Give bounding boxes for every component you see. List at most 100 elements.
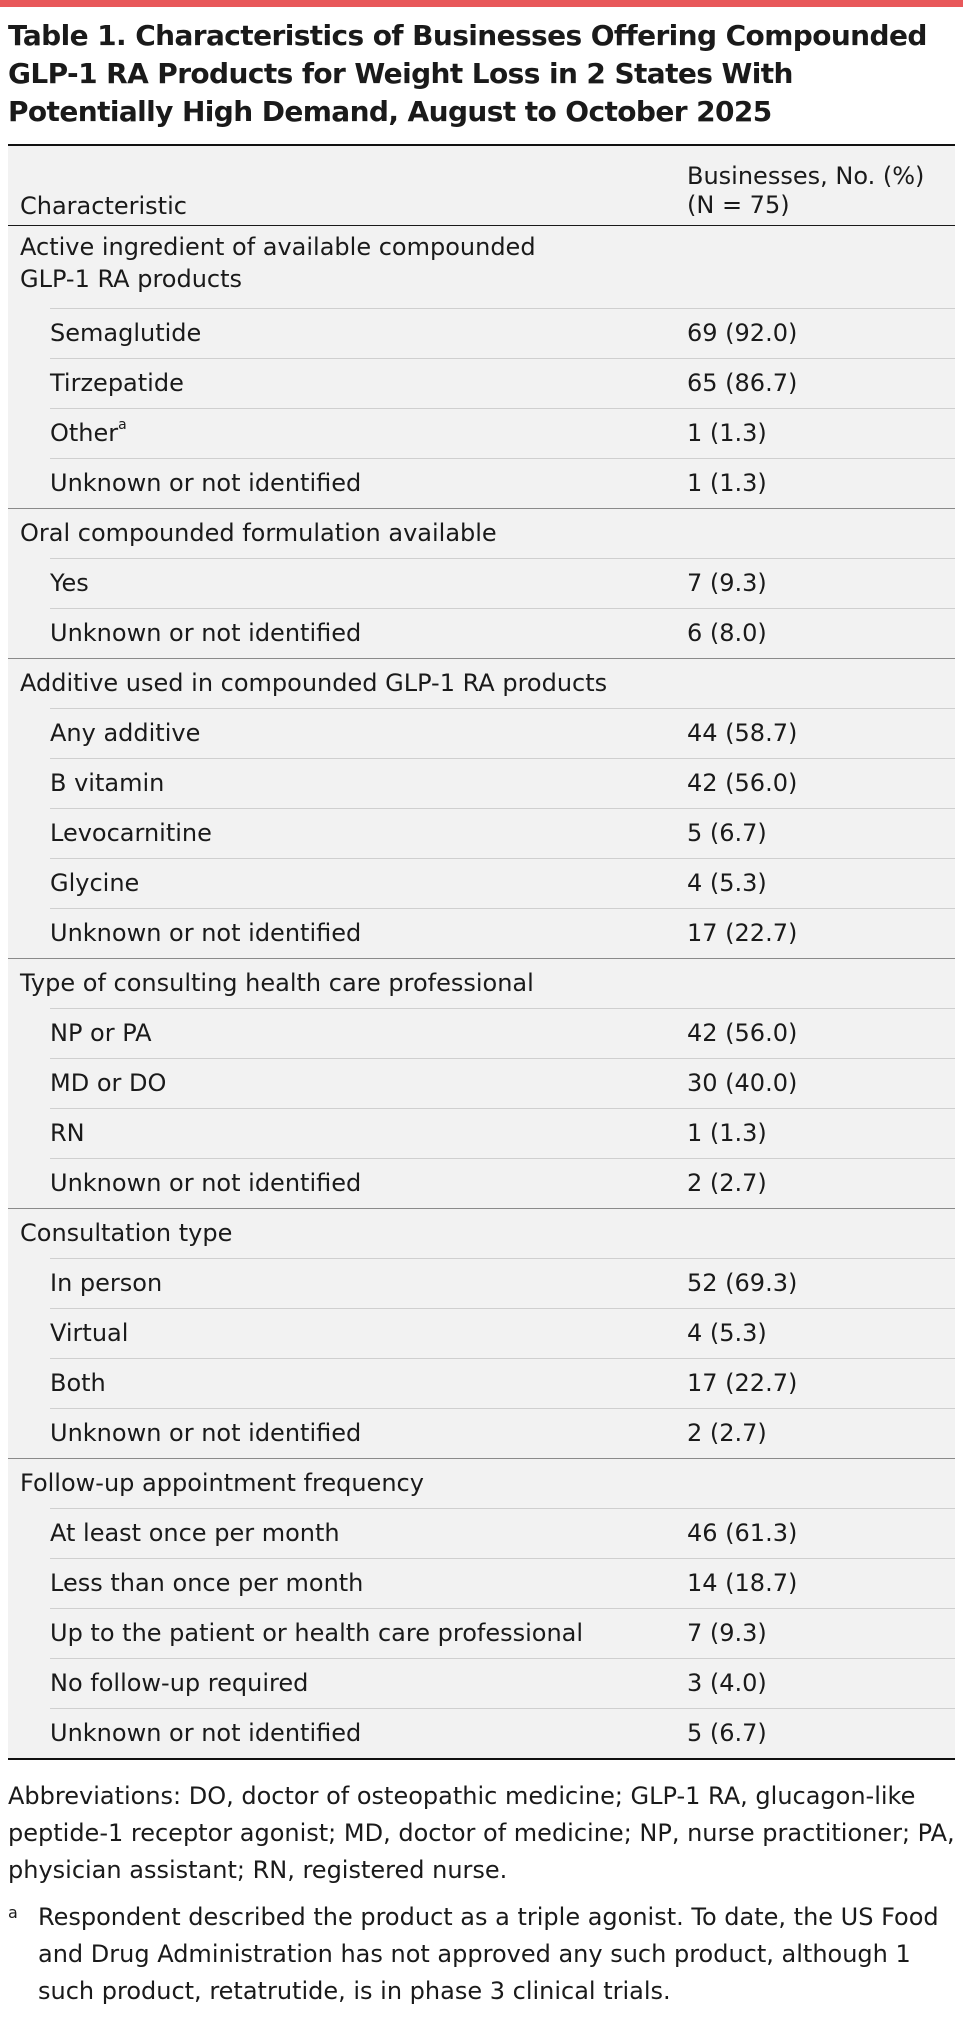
row-value: 3 (4.0) [687,1669,767,1697]
group-label: Oral compounded formulation available [20,519,497,547]
table-row: B vitamin 42 (56.0) [8,758,955,808]
group-label: Consultation type [20,1219,233,1247]
group-label: Follow-up appointment frequency [20,1469,424,1497]
row-label-text: Semaglutide [50,319,202,347]
table-row: Unknown or not identified 17 (22.7) [8,908,955,958]
row-label: Unknown or not identified [50,1169,361,1197]
row-label-text: NP or PA [50,1019,152,1047]
row-value: 17 (22.7) [687,1369,798,1397]
group-label: Additive used in compounded GLP-1 RA pro… [20,669,608,697]
group-header-row: Type of consulting health care professio… [8,958,955,1008]
row-label-text: Glycine [50,869,140,897]
row-label-text: Unknown or not identified [50,619,362,647]
table-row: Unknown or not identified 5 (6.7) [8,1708,955,1758]
row-value: 30 (40.0) [687,1069,798,1097]
row-value: 5 (6.7) [687,819,767,847]
row-label-text: MD or DO [50,1069,167,1097]
row-label-text: Less than once per month [50,1569,364,1597]
row-label: RN [50,1119,85,1147]
group-header-row: Active ingredient of available compounde… [8,226,955,308]
row-value: 17 (22.7) [687,919,798,947]
row-label: Unknown or not identified [50,469,361,497]
row-value: 52 (69.3) [687,1269,798,1297]
row-label-text: Unknown or not identified [50,469,362,497]
row-value: 14 (18.7) [687,1569,798,1597]
group-header-row: Additive used in compounded GLP-1 RA pro… [8,658,955,708]
table-row: MD or DO 30 (40.0) [8,1058,955,1108]
header-businesses-line2: (N = 75) [687,191,790,219]
characteristics-table: Characteristic Businesses, No. (%) (N = … [8,144,955,1760]
row-label-text: RN [50,1119,85,1147]
table-row: In person 52 (69.3) [8,1258,955,1308]
row-value: 2 (2.7) [687,1419,767,1447]
group-label: Type of consulting health care professio… [20,969,534,997]
row-value: 1 (1.3) [687,1119,767,1147]
table-title: Table 1. Characteristics of Businesses O… [8,19,927,128]
footnote-a: a Respondent described the product as a … [0,1889,963,2010]
header-businesses-line1: Businesses, No. (%) [687,162,925,190]
row-value: 69 (92.0) [687,319,798,347]
table-row: NP or PA 42 (56.0) [8,1008,955,1058]
table-row: Unknown or not identified 6 (8.0) [8,608,955,658]
abbreviations-note: Abbreviations: DO, doctor of osteopathic… [8,1782,955,1884]
table-row: Unknown or not identified 2 (2.7) [8,1158,955,1208]
row-label: Glycine [50,869,139,897]
table-row: Othera 1 (1.3) [8,408,955,458]
row-value: 7 (9.3) [687,569,767,597]
row-label: Unknown or not identified [50,1719,361,1747]
row-label: In person [50,1269,162,1297]
table-row: Any additive 44 (58.7) [8,708,955,758]
row-label-text: Unknown or not identified [50,1419,362,1447]
row-label: Unknown or not identified [50,619,361,647]
row-value: 1 (1.3) [687,419,767,447]
table-row: Semaglutide 69 (92.0) [8,308,955,358]
row-label-text: B vitamin [50,769,165,797]
row-value: 5 (6.7) [687,1719,767,1747]
accent-bar [0,0,963,7]
row-label: Less than once per month [50,1569,363,1597]
table-body: Active ingredient of available compounde… [8,226,955,1758]
row-label-text: Both [50,1369,106,1397]
row-value: 42 (56.0) [687,769,798,797]
group-header-row: Consultation type [8,1208,955,1258]
row-label: Othera [50,417,127,447]
row-label-text: Yes [50,569,89,597]
row-label: Semaglutide [50,319,201,347]
row-label: No follow-up required [50,1669,308,1697]
row-label: Up to the patient or health care profess… [50,1619,583,1647]
row-label-text: No follow-up required [50,1669,309,1697]
row-value: 6 (8.0) [687,619,767,647]
row-value: 2 (2.7) [687,1169,767,1197]
footnote-marker: a [118,417,127,433]
table-row: Up to the patient or health care profess… [8,1608,955,1658]
table-row: Both 17 (22.7) [8,1358,955,1408]
table-row: No follow-up required 3 (4.0) [8,1658,955,1708]
row-value: 4 (5.3) [687,869,767,897]
row-label: Tirzepatide [50,369,184,397]
footnote-mark: a [8,1903,18,1922]
table-row: Levocarnitine 5 (6.7) [8,808,955,858]
row-label-text: Up to the patient or health care profess… [50,1619,584,1647]
row-label: Any additive [50,719,200,747]
row-label: Unknown or not identified [50,1419,361,1447]
row-label-text: Levocarnitine [50,819,212,847]
row-value: 44 (58.7) [687,719,798,747]
table-row: Less than once per month 14 (18.7) [8,1558,955,1608]
row-label-text: Tirzepatide [50,369,184,397]
row-value: 4 (5.3) [687,1319,767,1347]
table-row: Unknown or not identified 2 (2.7) [8,1408,955,1458]
row-label: Virtual [50,1319,128,1347]
row-label-text: Unknown or not identified [50,1169,362,1197]
row-label: NP or PA [50,1019,152,1047]
row-value: 7 (9.3) [687,1619,767,1647]
row-value: 1 (1.3) [687,469,767,497]
group-header-row: Follow-up appointment frequency [8,1458,955,1508]
row-label-text: Unknown or not identified [50,919,362,947]
row-label-text: At least once per month [50,1519,340,1547]
table-row: At least once per month 46 (61.3) [8,1508,955,1558]
table-row: RN 1 (1.3) [8,1108,955,1158]
row-label: Yes [50,569,89,597]
row-value: 65 (86.7) [687,369,798,397]
row-label-text: Any additive [50,719,201,747]
footnote-text: Respondent described the product as a tr… [38,1903,939,2005]
